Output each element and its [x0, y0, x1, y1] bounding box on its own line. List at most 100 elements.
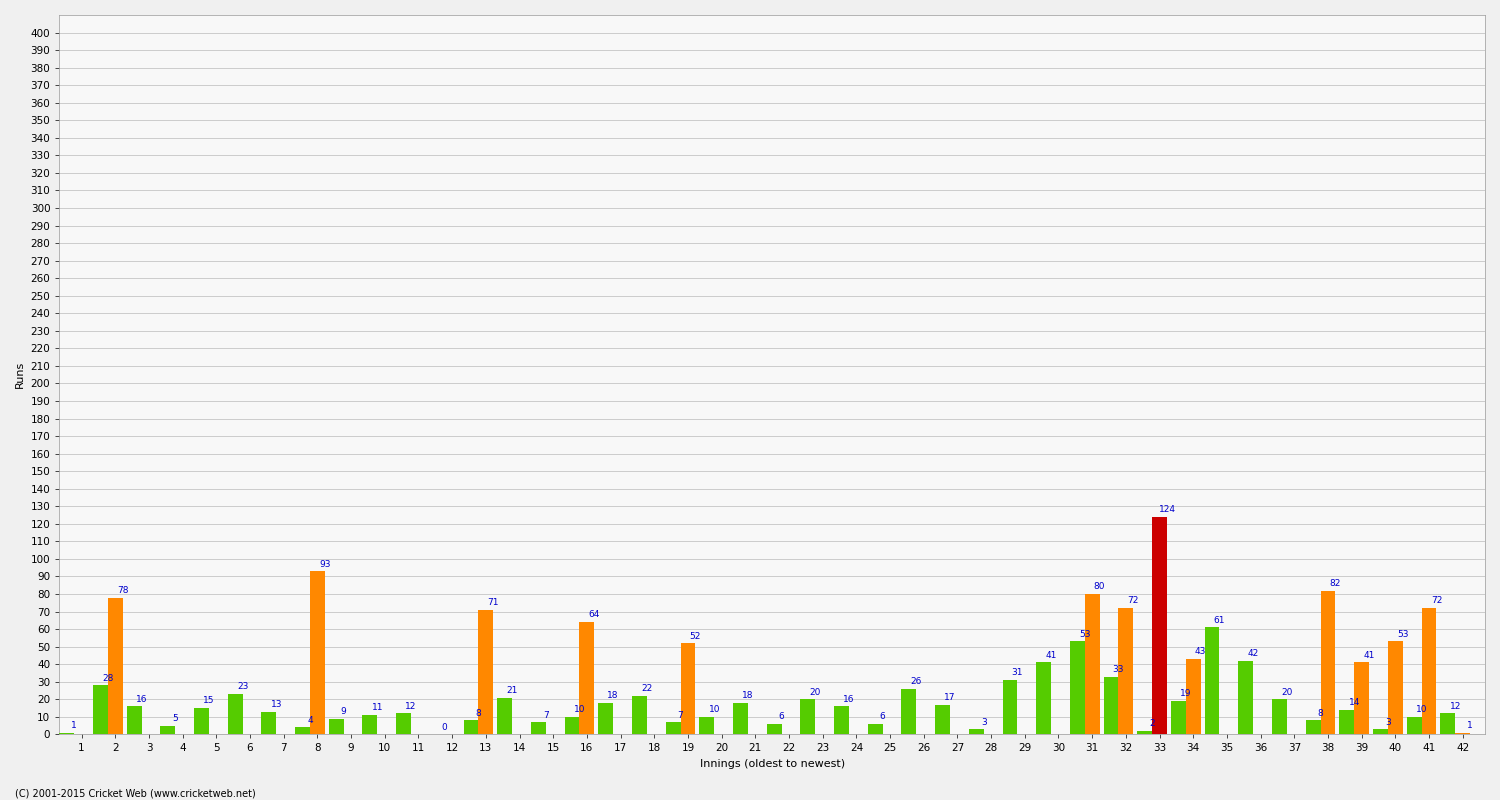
- Bar: [126, 706, 141, 734]
- Text: 6: 6: [778, 712, 784, 722]
- Bar: [1340, 710, 1354, 734]
- Bar: [1372, 729, 1388, 734]
- Text: 22: 22: [640, 684, 652, 693]
- Bar: [296, 727, 310, 734]
- Text: 93: 93: [320, 559, 330, 569]
- Bar: [1239, 661, 1252, 734]
- Text: 53: 53: [1396, 630, 1408, 638]
- Text: 33: 33: [1113, 665, 1124, 674]
- Text: 3: 3: [981, 718, 987, 726]
- Bar: [834, 706, 849, 734]
- Bar: [1119, 608, 1134, 734]
- Text: 18: 18: [608, 691, 619, 700]
- Text: 80: 80: [1094, 582, 1106, 591]
- Text: 6: 6: [880, 712, 885, 722]
- Text: 12: 12: [1449, 702, 1461, 710]
- Text: 82: 82: [1329, 579, 1341, 588]
- Bar: [228, 694, 243, 734]
- Bar: [1455, 733, 1470, 734]
- Text: 4: 4: [308, 716, 314, 725]
- Bar: [1305, 720, 1320, 734]
- Bar: [564, 717, 579, 734]
- Text: 43: 43: [1196, 647, 1206, 656]
- Text: (C) 2001-2015 Cricket Web (www.cricketweb.net): (C) 2001-2015 Cricket Web (www.cricketwe…: [15, 788, 255, 798]
- Text: 14: 14: [1348, 698, 1360, 707]
- Bar: [160, 726, 176, 734]
- Bar: [902, 689, 916, 734]
- Bar: [734, 703, 748, 734]
- Bar: [1422, 608, 1437, 734]
- Text: 41: 41: [1364, 651, 1376, 660]
- Text: 11: 11: [372, 703, 382, 713]
- Text: 72: 72: [1128, 597, 1138, 606]
- Bar: [632, 696, 646, 734]
- Bar: [766, 724, 782, 734]
- Bar: [1152, 517, 1167, 734]
- Text: 13: 13: [270, 700, 282, 709]
- Bar: [194, 708, 208, 734]
- Bar: [464, 720, 478, 734]
- Bar: [396, 714, 411, 734]
- Text: 72: 72: [1431, 597, 1442, 606]
- Bar: [699, 717, 714, 734]
- Bar: [1440, 714, 1455, 734]
- Bar: [1186, 659, 1200, 734]
- Text: 26: 26: [910, 677, 922, 686]
- Text: 78: 78: [117, 586, 129, 595]
- Bar: [328, 718, 344, 734]
- Bar: [93, 686, 108, 734]
- Text: 71: 71: [488, 598, 500, 607]
- Text: 53: 53: [1078, 630, 1090, 638]
- Text: 12: 12: [405, 702, 417, 710]
- Text: 1: 1: [1467, 721, 1473, 730]
- Bar: [1137, 731, 1152, 734]
- Text: 10: 10: [708, 706, 720, 714]
- Bar: [868, 724, 882, 734]
- Bar: [1002, 680, 1017, 734]
- Text: 18: 18: [742, 691, 753, 700]
- Text: 10: 10: [1416, 706, 1428, 714]
- Bar: [1036, 662, 1052, 734]
- Text: 19: 19: [1180, 690, 1191, 698]
- Bar: [1388, 642, 1402, 734]
- Text: 28: 28: [102, 674, 114, 682]
- Bar: [681, 643, 696, 734]
- Text: 8: 8: [476, 709, 482, 718]
- Text: 9: 9: [340, 707, 346, 716]
- Text: 21: 21: [507, 686, 518, 695]
- Bar: [531, 722, 546, 734]
- Text: 7: 7: [678, 710, 684, 719]
- Bar: [1407, 717, 1422, 734]
- Text: 42: 42: [1248, 649, 1258, 658]
- Text: 17: 17: [945, 693, 956, 702]
- Bar: [598, 703, 613, 734]
- Bar: [478, 610, 494, 734]
- Text: 16: 16: [136, 694, 147, 704]
- Text: 61: 61: [1214, 616, 1225, 625]
- Bar: [1320, 590, 1335, 734]
- Y-axis label: Runs: Runs: [15, 361, 26, 388]
- Bar: [801, 699, 816, 734]
- Text: 16: 16: [843, 694, 855, 704]
- Text: 2: 2: [1149, 719, 1155, 728]
- Text: 8: 8: [1317, 709, 1323, 718]
- Bar: [1070, 642, 1084, 734]
- Bar: [108, 598, 123, 734]
- Bar: [579, 622, 594, 734]
- Text: 31: 31: [1011, 668, 1023, 678]
- Bar: [1272, 699, 1287, 734]
- Text: 10: 10: [573, 706, 585, 714]
- Text: 23: 23: [237, 682, 249, 691]
- Bar: [496, 698, 512, 734]
- Text: 7: 7: [543, 710, 549, 719]
- X-axis label: Innings (oldest to newest): Innings (oldest to newest): [699, 759, 844, 769]
- Bar: [1354, 662, 1370, 734]
- Bar: [60, 733, 74, 734]
- Text: 1: 1: [72, 721, 76, 730]
- Bar: [363, 715, 378, 734]
- Text: 3: 3: [1384, 718, 1390, 726]
- Text: 41: 41: [1046, 651, 1056, 660]
- Text: 20: 20: [1281, 688, 1293, 697]
- Text: 124: 124: [1158, 506, 1176, 514]
- Bar: [1084, 594, 1100, 734]
